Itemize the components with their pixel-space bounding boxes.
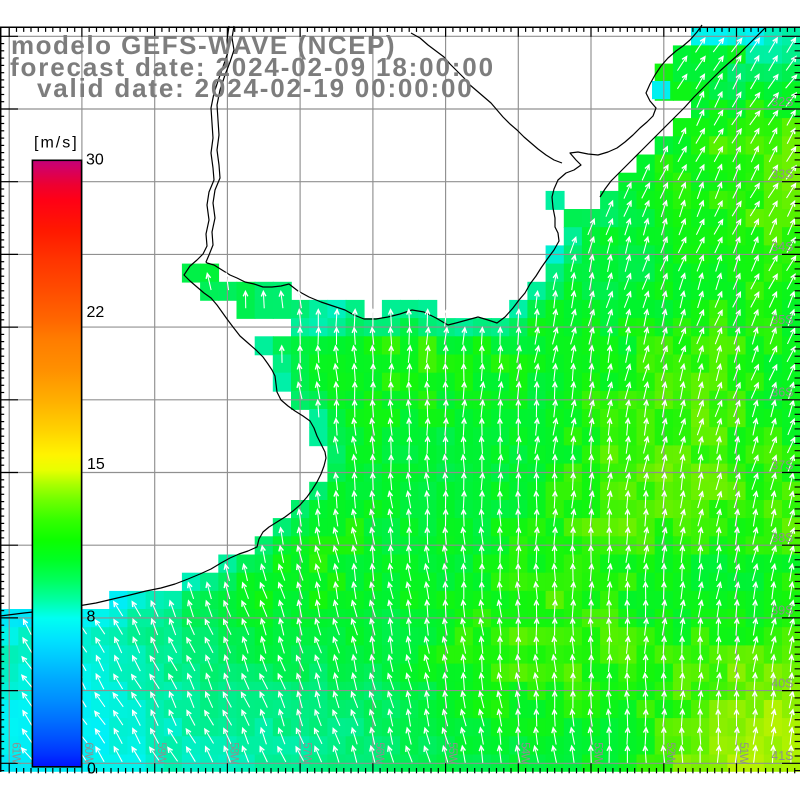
svg-text:60W: 60W [82, 742, 94, 764]
svg-text:55W: 55W [446, 742, 458, 764]
svg-text:54W: 54W [519, 742, 531, 764]
svg-text:39S: 39S [771, 604, 793, 618]
svg-text:32S: 32S [771, 95, 793, 109]
svg-text:36S: 36S [771, 386, 793, 400]
svg-text:51W: 51W [737, 742, 749, 764]
svg-text:52W: 52W [664, 742, 676, 764]
svg-text:58W: 58W [228, 742, 240, 764]
svg-text:37S: 37S [771, 458, 793, 472]
svg-text:8: 8 [87, 608, 96, 625]
svg-text:0: 0 [87, 761, 96, 778]
svg-text:56W: 56W [373, 742, 385, 764]
svg-text:34S: 34S [771, 240, 793, 254]
svg-text:59W: 59W [155, 742, 167, 764]
svg-text:15: 15 [87, 456, 105, 473]
svg-text:53W: 53W [591, 742, 603, 764]
svg-text:22: 22 [87, 304, 105, 321]
svg-text:[m/s]: [m/s] [34, 135, 79, 152]
svg-text:40S: 40S [771, 676, 793, 690]
svg-text:35S: 35S [771, 313, 793, 327]
svg-text:61W: 61W [10, 742, 22, 764]
svg-text:33S: 33S [771, 168, 793, 182]
svg-text:41S: 41S [771, 749, 793, 763]
svg-text:38S: 38S [771, 531, 793, 545]
svg-text:57W: 57W [300, 742, 312, 764]
svg-text:30: 30 [86, 152, 104, 169]
